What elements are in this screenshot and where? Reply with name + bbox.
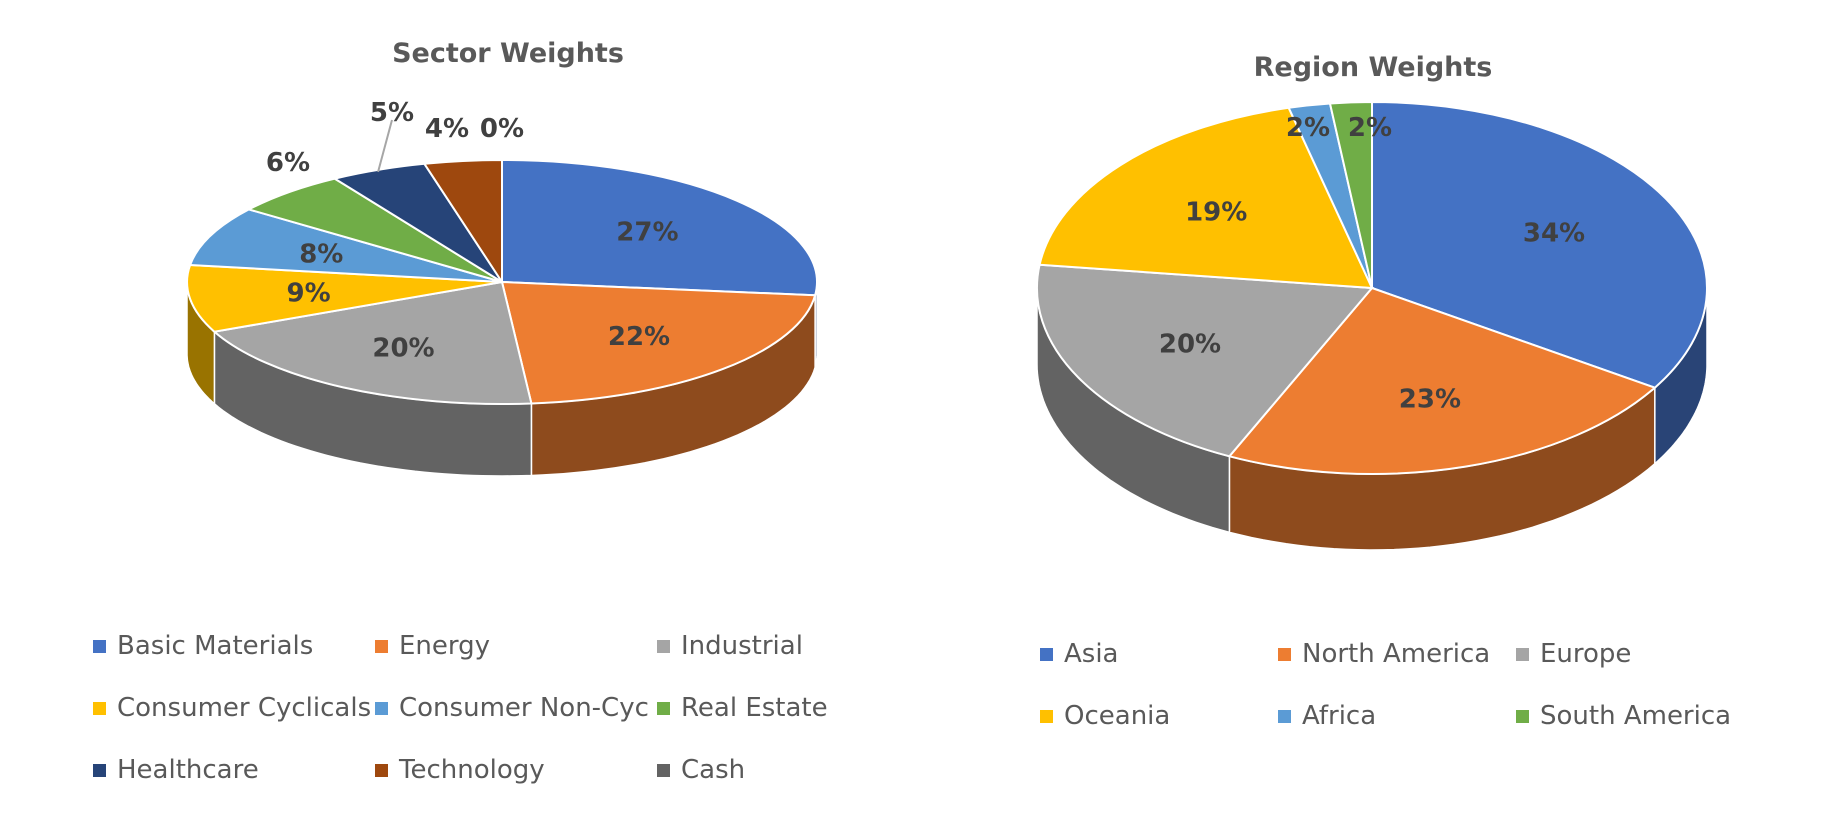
pie-tops: [186, 158, 818, 406]
legend-swatch: [1278, 709, 1291, 723]
legend-label: Consumer Non-Cyc: [399, 693, 649, 723]
pie-slice-north-america: [1227, 286, 1657, 475]
legend-swatch: [1278, 647, 1291, 661]
legend-item-industrial: Industrial: [657, 626, 939, 666]
legend-item-africa: Africa: [1278, 696, 1516, 736]
data-label-south-america: 2%: [1348, 113, 1392, 143]
data-label-oceania: 19%: [1185, 198, 1247, 228]
pie-slice-asia: [1371, 100, 1708, 389]
legend-item-consumer-cyclicals: Consumer Cyclicals: [93, 688, 375, 728]
legend-label: Industrial: [681, 631, 803, 661]
legend-swatch: [1040, 709, 1053, 723]
legend-label: Cash: [681, 755, 746, 785]
data-label-cash: 0%: [480, 114, 524, 144]
legend-label: Oceania: [1064, 701, 1171, 731]
legend-item-cash: Cash: [657, 750, 939, 790]
data-label-technology: 4%: [425, 114, 469, 144]
legend-swatch: [657, 639, 670, 653]
legend-item-energy: Energy: [375, 626, 657, 666]
data-label-consumer-cyclicals: 9%: [287, 279, 331, 309]
legend-swatch: [375, 639, 388, 653]
legend-label: Energy: [399, 631, 491, 661]
data-label-asia: 34%: [1523, 218, 1585, 248]
legend-swatch: [93, 639, 106, 653]
legend-item-europe: Europe: [1516, 634, 1754, 674]
pie-slice-oceania: [1038, 106, 1374, 290]
legend-label: Consumer Cyclicals: [117, 693, 372, 723]
region-weights-chart: Region Weights 34% 23% 20% 19% 2% 2% Asia Nort…: [915, 0, 1831, 818]
data-labels: 27% 22% 20% 9% 8% 6% 5% 4% 0%: [266, 98, 679, 363]
legend-item-south-america: South America: [1516, 696, 1754, 736]
legend-swatch: [93, 701, 106, 715]
leader-line: [377, 119, 393, 173]
legend-label: North America: [1302, 639, 1491, 669]
pie-slice-basic-materials: [501, 158, 818, 297]
legend-label: Technology: [399, 755, 545, 785]
pie-slice-europe: [1035, 263, 1375, 458]
data-label-industrial: 20%: [372, 333, 434, 363]
pie-slice-technology: [422, 158, 503, 286]
region-pie-canvas: Region Weights 34% 23% 20% 19% 2% 2%: [1035, 52, 1708, 551]
pie-tops: [1035, 100, 1708, 475]
pie-slice-south-america: [1328, 100, 1373, 289]
legend-swatch: [1040, 647, 1053, 661]
chart-title: Sector Weights: [392, 38, 624, 69]
legend-swatch: [1516, 709, 1529, 723]
legend-item-asia: Asia: [1040, 634, 1278, 674]
legend-item-north-america: North America: [1278, 634, 1516, 674]
data-label-africa: 2%: [1286, 113, 1330, 143]
legend-swatch: [657, 701, 670, 715]
data-label-healthcare: 5%: [370, 98, 414, 128]
chart-title: Region Weights: [1254, 52, 1493, 83]
pie-slice-consumer-non-cyc: [188, 208, 503, 283]
legend: Asia North America Europe Oceania Africa Sout…: [1040, 634, 1754, 736]
legend-swatch: [375, 763, 388, 777]
data-label-energy: 22%: [608, 322, 670, 352]
legend-label: South America: [1540, 701, 1732, 731]
pie-slice-energy: [500, 280, 817, 405]
legend-item-consumer-non-cyc: Consumer Non-Cyc: [375, 688, 657, 728]
legend-item-basic-materials: Basic Materials: [93, 626, 375, 666]
data-label-consumer-non-cyc: 8%: [299, 239, 343, 269]
pie-slice-consumer-cyclicals: [186, 263, 503, 333]
sector-weights-chart: Sector Weights 27% 22% 20% 9% 8% 6% 5% 4% 0% Bas…: [0, 0, 915, 818]
legend-item-healthcare: Healthcare: [93, 750, 375, 790]
legend-label: Europe: [1540, 639, 1632, 669]
legend-label: Africa: [1302, 701, 1377, 731]
legend: Basic Materials Energy Industrial Consumer …: [93, 626, 939, 790]
data-labels: 34% 23% 20% 19% 2% 2%: [1159, 113, 1585, 415]
legend-item-real-estate: Real Estate: [657, 688, 939, 728]
data-label-north-america: 23%: [1399, 385, 1461, 415]
legend-label: Asia: [1064, 639, 1119, 669]
legend-item-oceania: Oceania: [1040, 696, 1278, 736]
pie-slice-industrial: [212, 280, 533, 406]
legend-label: Real Estate: [681, 693, 828, 723]
sector-pie-canvas: Sector Weights 27% 22% 20% 9% 8% 6% 5% 4% 0%: [186, 38, 818, 477]
data-label-real-estate: 6%: [266, 148, 310, 178]
legend-swatch: [375, 701, 388, 715]
data-label-basic-materials: 27%: [616, 218, 678, 248]
legend-swatch: [93, 763, 106, 777]
legend-item-technology: Technology: [375, 750, 657, 790]
legend-label: Basic Materials: [117, 631, 314, 661]
data-label-europe: 20%: [1159, 330, 1221, 360]
legend-label: Healthcare: [117, 755, 259, 785]
legend-swatch: [1516, 647, 1529, 661]
legend-swatch: [657, 763, 670, 777]
